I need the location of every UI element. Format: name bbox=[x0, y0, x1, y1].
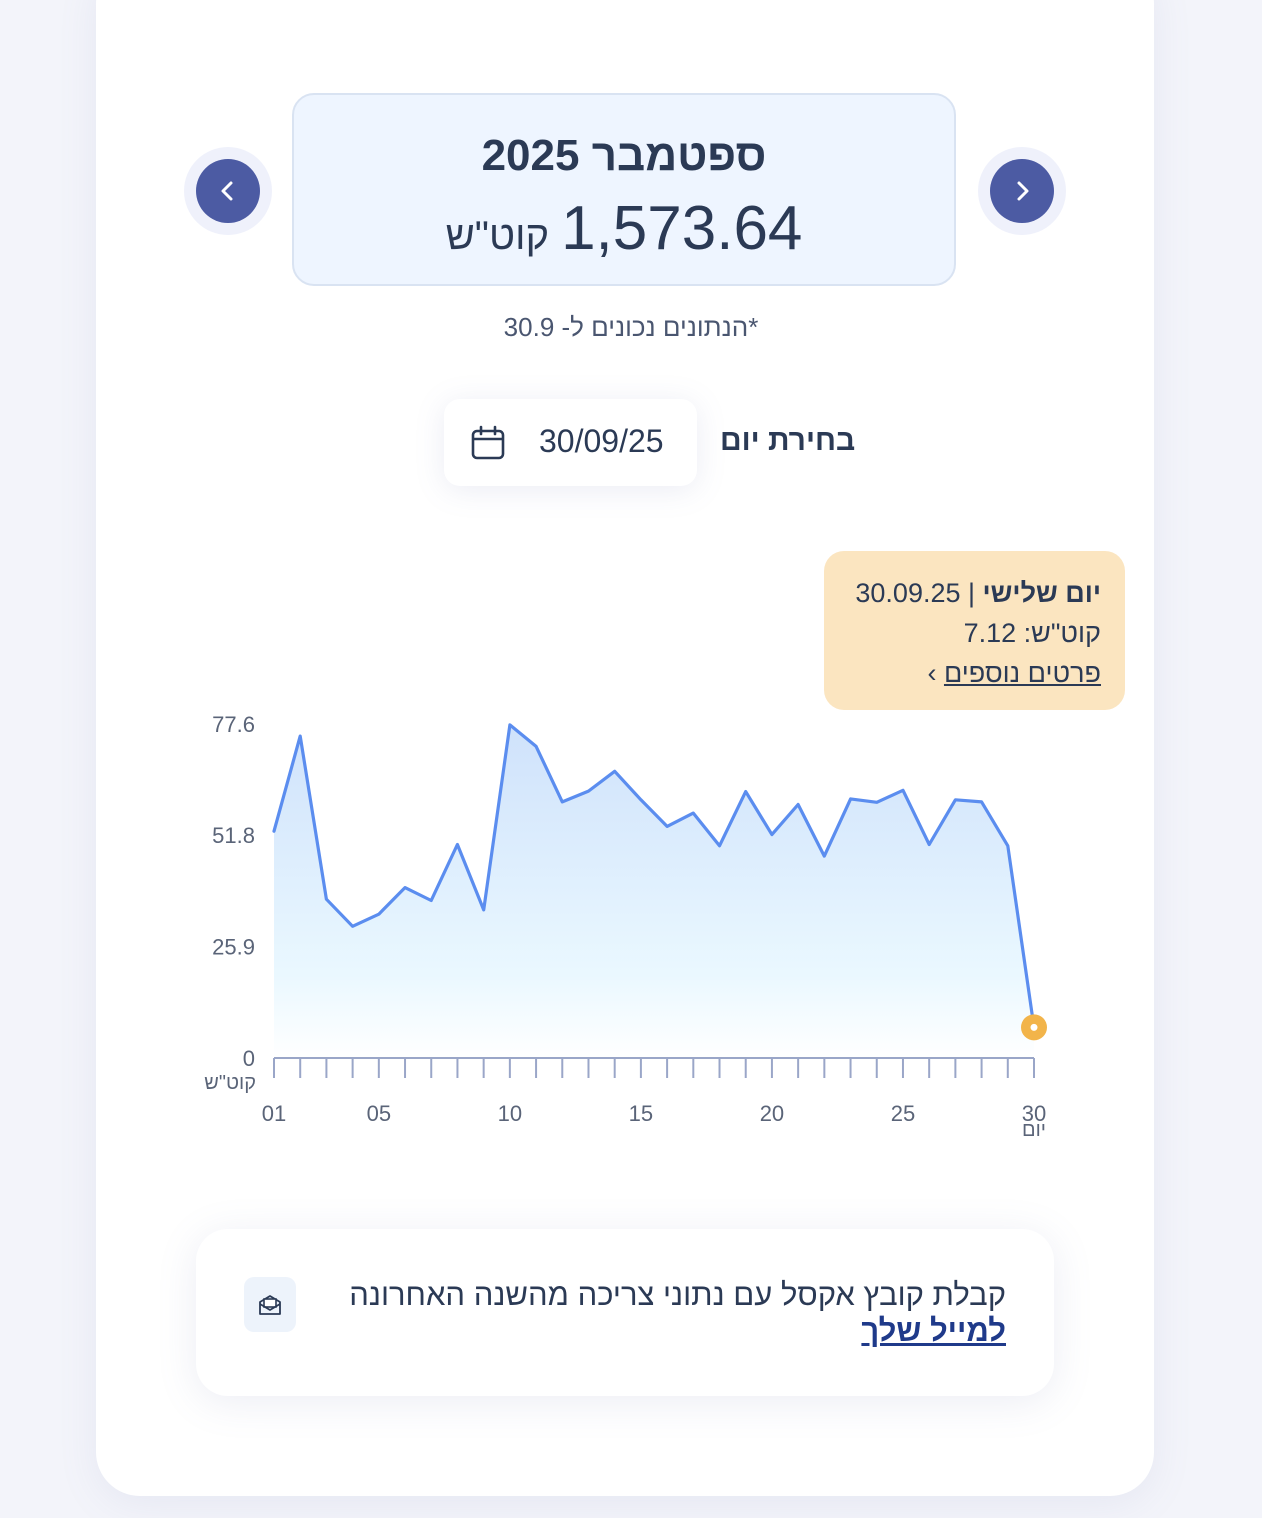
chart-line bbox=[272, 723, 1036, 1029]
selected-date: 30/09/25 bbox=[539, 423, 664, 459]
tooltip-date: 30.09.25 bbox=[855, 578, 961, 608]
chart-area bbox=[274, 724, 1034, 1058]
day-picker-label: בחירת יום bbox=[720, 424, 856, 457]
chevron-icon: › bbox=[927, 658, 937, 688]
x-tick-label: 10 bbox=[498, 1101, 522, 1126]
selected-day-marker-dot bbox=[1030, 1023, 1038, 1031]
chevron-left-icon bbox=[221, 181, 233, 201]
y-tick-label: 0 bbox=[243, 1046, 255, 1071]
y-tick-label: 77.6 bbox=[212, 712, 255, 737]
previous-month-button[interactable] bbox=[196, 159, 260, 223]
y-tick-label: 51.8 bbox=[212, 823, 255, 848]
calendar-icon[interactable] bbox=[470, 425, 506, 466]
month-summary: ספטמבר 2025 1,573.64קוט"ש bbox=[292, 93, 956, 286]
excel-export-card[interactable]: קבלת קובץ אקסל עם נתוני צריכה מהשנה האחר… bbox=[196, 1229, 1054, 1396]
chevron-right-icon bbox=[1017, 181, 1029, 201]
x-axis-unit: יום bbox=[1022, 1119, 1046, 1141]
date-picker[interactable]: 30/09/25 bbox=[444, 399, 697, 486]
email-link[interactable]: למייל שלך bbox=[861, 1313, 1006, 1348]
tooltip-day: יום שלישי | 30.09.25 bbox=[848, 573, 1101, 613]
data-valid-note: *הנתונים נכונים ל- 30.9 bbox=[503, 312, 759, 342]
tooltip-separator: | bbox=[960, 578, 983, 608]
details-link[interactable]: פרטים נוספים bbox=[943, 658, 1101, 688]
y-axis-unit: קוט"ש bbox=[204, 1072, 256, 1094]
x-tick-label: 30 bbox=[1022, 1101, 1046, 1126]
x-tick-label: 25 bbox=[891, 1101, 915, 1126]
month-total-value: 1,573.64 bbox=[561, 194, 803, 263]
next-month-button[interactable] bbox=[990, 159, 1054, 223]
x-tick-label: 20 bbox=[760, 1101, 784, 1126]
chart-tooltip: יום שלישי | 30.09.25 קוט"ש: 7.12 פרטים נ… bbox=[824, 551, 1125, 710]
x-tick-label: 01 bbox=[262, 1101, 286, 1126]
month-total-unit: קוט"ש bbox=[445, 214, 550, 258]
mail-icon[interactable] bbox=[244, 1277, 296, 1332]
month-title: ספטמבר 2025 bbox=[481, 131, 767, 180]
x-tick-label: 15 bbox=[629, 1101, 653, 1126]
excel-text: קבלת קובץ אקסל עם נתוני צריכה מהשנה האחר… bbox=[349, 1277, 1006, 1312]
y-tick-label: 25.9 bbox=[212, 935, 255, 960]
x-tick-label: 05 bbox=[367, 1101, 391, 1126]
tooltip-day-name: יום שלישי bbox=[982, 578, 1101, 608]
tooltip-value: קוט"ש: 7.12 bbox=[963, 618, 1101, 648]
month-total: 1,573.64קוט"ש bbox=[294, 193, 954, 264]
